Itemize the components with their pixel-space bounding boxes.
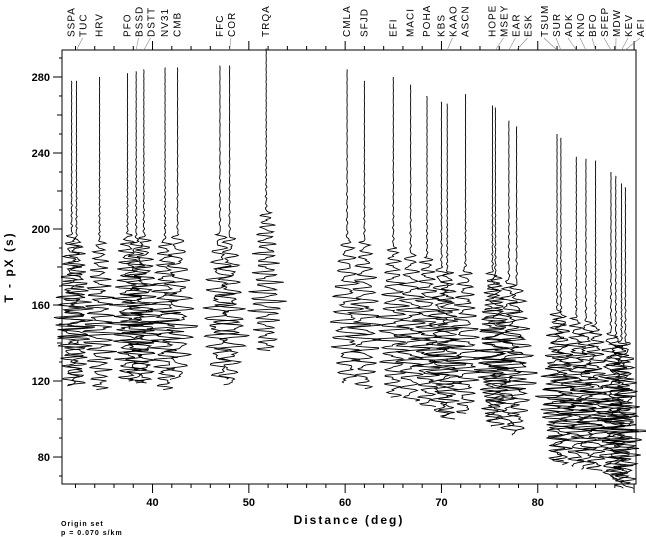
station-label-maci: MACI xyxy=(406,8,417,37)
trace-cmla xyxy=(329,69,371,384)
station-label-pfo: PFO xyxy=(123,13,134,37)
trace-ascn xyxy=(445,94,483,414)
station-label-poha: POHA xyxy=(422,5,433,37)
trace-kaao xyxy=(427,103,467,420)
station-label-sspa: SSPA xyxy=(67,7,78,37)
trace-kbs xyxy=(423,101,462,417)
station-label-hope: HOPE xyxy=(488,5,499,37)
y-tick-label: 160 xyxy=(32,300,50,312)
trace-cmb xyxy=(156,67,199,381)
y-tick-label: 120 xyxy=(32,376,50,388)
trace-tuc xyxy=(57,80,96,386)
traces xyxy=(53,48,646,489)
trace-ffc xyxy=(202,65,241,380)
y-tick-label: 280 xyxy=(32,72,50,84)
station-label-trqa: TRQA xyxy=(261,5,272,37)
y-axis-label: T - pX (s) xyxy=(2,231,16,302)
trace-nv31 xyxy=(146,67,185,391)
station-label-ffc: FFC xyxy=(215,15,226,37)
station-label-hrv: HRV xyxy=(95,13,106,37)
station-leader-dstt xyxy=(143,37,151,51)
trace-cor xyxy=(213,65,250,386)
station-label-kno: KNO xyxy=(576,12,587,37)
origin-note: Origin set xyxy=(61,521,104,528)
station-leader-tsum xyxy=(543,37,558,51)
station-label-tuc: TUC xyxy=(79,13,90,37)
trace-msey xyxy=(475,107,514,427)
station-leader-sfep xyxy=(603,37,612,51)
station-leader-msey xyxy=(495,37,504,51)
station-leader-bfo xyxy=(591,37,596,51)
station-leader-ear xyxy=(508,37,516,51)
x-tick-label: 80 xyxy=(532,497,544,509)
trace-maci xyxy=(393,84,431,402)
station-leader-kno xyxy=(579,37,587,51)
trace-trqa xyxy=(247,48,287,352)
station-label-kbs: KBS xyxy=(437,14,448,37)
station-label-mdw: MDW xyxy=(612,9,623,37)
station-label-bssd: BSSD xyxy=(135,6,146,37)
trace-poha xyxy=(408,96,450,408)
station-label-afi: AFI xyxy=(636,18,646,37)
trace-sfjd xyxy=(345,80,383,390)
x-tick-label: 40 xyxy=(146,497,158,509)
station-label-sur: SUR xyxy=(552,13,563,37)
trace-afi xyxy=(606,187,646,489)
station-label-adk: ADK xyxy=(564,13,575,37)
station-label-kaao: KAAO xyxy=(449,5,460,37)
station-leader-tuc xyxy=(76,37,83,51)
trace-pfo xyxy=(105,73,146,382)
trace-bssd xyxy=(119,71,155,384)
station-label-bfo: BFO xyxy=(588,13,599,37)
station-label-dstt: DSTT xyxy=(147,7,158,37)
x-tick-label: 70 xyxy=(435,497,447,509)
slowness-note: p = 0.070 s/km xyxy=(61,530,123,537)
station-leader-esk xyxy=(516,37,528,51)
trace-dstt xyxy=(120,69,162,384)
station-leader-sur xyxy=(555,37,562,51)
station-label-efi: EFI xyxy=(388,18,399,37)
y-tick-label: 80 xyxy=(38,452,50,464)
station-label-ear: EAR xyxy=(512,13,523,37)
y-tick-label: 200 xyxy=(32,224,50,236)
station-label-msey: MSEY xyxy=(500,5,511,37)
x-tick-label: 60 xyxy=(339,497,351,509)
station-leader-afi xyxy=(625,37,641,51)
station-leader-bssd xyxy=(135,37,139,51)
station-leader-kaao xyxy=(446,37,453,51)
trace-bfo xyxy=(578,160,618,472)
axes: 40 50 60 70 80 80 120 160 200 240 280 xyxy=(32,41,635,509)
station-label-esk: ESK xyxy=(524,14,535,37)
station-label-kev: KEV xyxy=(624,14,635,37)
trace-efi xyxy=(372,77,412,398)
trace-hrv xyxy=(82,77,122,391)
trace-kno xyxy=(564,158,607,470)
trace-sur xyxy=(543,137,583,466)
station-label-ascn: ASCN xyxy=(461,5,472,37)
trace-sspa xyxy=(53,80,93,387)
x-tick-label: 50 xyxy=(243,497,255,509)
x-axis-label: Distance (deg) xyxy=(294,513,405,527)
trace-hope xyxy=(473,105,516,423)
station-label-cor: COR xyxy=(227,12,238,37)
station-label-sfep: SFEP xyxy=(600,7,611,37)
station-label-nv31: NV31 xyxy=(160,8,171,37)
trace-kev xyxy=(603,183,640,489)
trace-adk xyxy=(559,156,595,467)
station-leader-kev xyxy=(621,37,629,51)
station-labels: SSPA TUC HRV PFO BSSD DSTT NV31 CMB FFC COR TRQA CM… xyxy=(67,5,646,51)
station-leader-adk xyxy=(567,37,577,51)
trace-mdw xyxy=(597,175,634,483)
station-label-cmb: CMB xyxy=(173,12,184,37)
trace-esk xyxy=(497,126,538,436)
trace-ear xyxy=(487,120,527,432)
station-leader-cor xyxy=(229,37,232,51)
station-label-sfjd: SFJD xyxy=(359,8,370,37)
station-label-cmla: CMLA xyxy=(342,5,353,37)
y-tick-label: 240 xyxy=(32,148,50,160)
station-label-tsum: TSUM xyxy=(540,5,551,37)
